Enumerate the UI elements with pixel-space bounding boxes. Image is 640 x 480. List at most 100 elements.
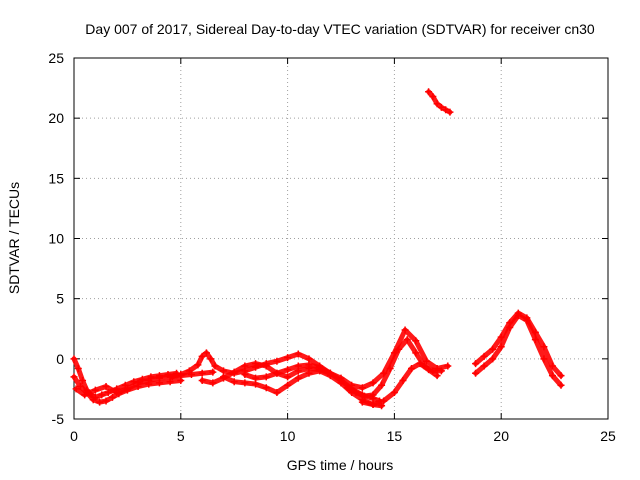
data-point-marker (72, 385, 80, 393)
data-point-marker (433, 372, 441, 380)
data-point-marker (358, 398, 366, 406)
data-point-marker (437, 367, 445, 375)
data-point-marker (472, 360, 480, 368)
x-tick-label: 20 (493, 428, 509, 444)
data-point-marker (284, 366, 292, 374)
data-point-marker (273, 389, 281, 397)
y-tick-label: 5 (56, 291, 64, 307)
data-point-marker (399, 376, 407, 384)
data-point-marker (91, 386, 99, 394)
data-point-marker (273, 357, 281, 365)
data-point-marker (480, 352, 488, 360)
data-point-marker (425, 88, 433, 96)
data-point-marker (198, 352, 206, 360)
data-point-marker (155, 374, 163, 382)
data-point-marker (305, 369, 313, 377)
data-point-marker (108, 393, 116, 401)
data-point-marker (472, 369, 480, 377)
data-point-marker (79, 376, 87, 384)
data-point-marker (211, 362, 219, 370)
data-point-marker (202, 349, 210, 357)
data-point-marker (489, 345, 497, 353)
data-point-marker (273, 369, 281, 377)
data-point-marker (429, 93, 437, 101)
data-point-marker (326, 369, 334, 377)
series-trail (221, 368, 385, 409)
x-tick-label: 10 (280, 428, 296, 444)
data-point-marker (102, 383, 110, 391)
data-point-marker (540, 343, 548, 351)
grid-lines (74, 58, 608, 419)
data-point-marker (358, 384, 366, 392)
data-point-marker (70, 373, 78, 381)
data-point-marker (185, 367, 193, 375)
y-tick-label: 10 (48, 231, 64, 247)
data-point-marker (230, 378, 238, 386)
data-point-marker (220, 367, 228, 375)
data-point-marker (360, 392, 368, 400)
data-point-marker (262, 362, 270, 370)
y-tick-label: 20 (48, 110, 64, 126)
data-point-marker (241, 362, 249, 370)
data-point-marker (294, 350, 302, 358)
series-sat-j (425, 88, 454, 116)
chart-title: Day 007 of 2017, Sidereal Day-to-day VTE… (85, 21, 595, 37)
data-point-marker (252, 360, 260, 368)
data-point-marker (497, 343, 505, 351)
data-point-marker (369, 401, 377, 409)
axis-ticks: 0 5 10 15 20 25 -5 0 5 10 15 20 25 (48, 50, 616, 444)
data-point-marker (220, 373, 228, 381)
x-axis-label: GPS time / hours (287, 457, 394, 473)
data-point-marker (252, 374, 260, 382)
y-tick-label: -5 (52, 411, 65, 427)
data-point-marker (506, 319, 514, 327)
data-point-marker (81, 391, 89, 399)
data-point-marker (145, 376, 153, 384)
data-point-marker (412, 337, 420, 345)
data-point-marker (557, 381, 565, 389)
series-sat-c (72, 368, 217, 399)
data-point-marker (96, 398, 104, 406)
data-point-marker (540, 355, 548, 363)
data-point-marker (395, 345, 403, 353)
data-point-marker (134, 379, 142, 387)
data-point-marker (380, 397, 388, 405)
series-sat-i (358, 360, 441, 409)
data-point-marker (198, 376, 206, 384)
data-point-marker (416, 360, 424, 368)
data-point-marker (369, 379, 377, 387)
data-point-marker (230, 368, 238, 376)
data-point-marker (378, 381, 386, 389)
data-point-marker (343, 384, 351, 392)
data-point-marker (241, 370, 249, 378)
data-point-marker (442, 106, 450, 114)
data-point-marker (352, 389, 360, 397)
data-point-marker (284, 373, 292, 381)
data-point-marker (548, 372, 556, 380)
data-point-marker (98, 391, 106, 399)
data-point-marker (531, 328, 539, 336)
data-point-marker (123, 385, 131, 393)
data-point-marker (369, 391, 377, 399)
data-point-marker (523, 314, 531, 322)
data-point-marker (284, 381, 292, 389)
data-point-marker (209, 379, 217, 387)
data-point-marker (70, 355, 78, 363)
data-point-marker (337, 374, 345, 382)
series-sat-l (472, 309, 565, 380)
data-point-marker (177, 370, 185, 378)
data-point-marker (425, 366, 433, 374)
data-point-marker (489, 355, 497, 363)
data-point-marker (76, 383, 84, 391)
data-point-marker (74, 364, 82, 372)
data-point-marker (252, 380, 260, 388)
data-point-marker (305, 355, 313, 363)
data-point-marker (294, 374, 302, 382)
x-tick-label: 0 (70, 428, 78, 444)
data-point-marker (262, 384, 270, 392)
data-point-marker (390, 389, 398, 397)
data-point-marker (548, 362, 556, 370)
data-point-marker (412, 349, 420, 357)
